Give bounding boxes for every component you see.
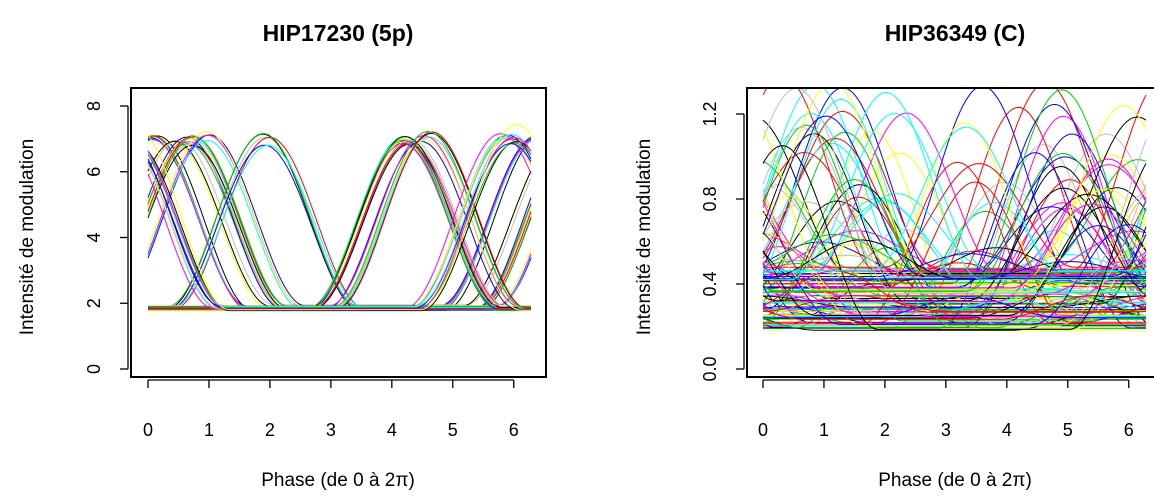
series-line bbox=[762, 188, 1147, 291]
y-tick-label: 0.0 bbox=[700, 356, 720, 381]
series-line bbox=[763, 296, 1146, 319]
x-tick-label: 3 bbox=[326, 420, 336, 440]
x-tick-label: 2 bbox=[265, 420, 275, 440]
series-line bbox=[762, 152, 1147, 292]
series-line bbox=[763, 91, 1146, 281]
series-line bbox=[762, 179, 1147, 326]
y-tick-label: 0.8 bbox=[700, 186, 720, 211]
series-line bbox=[762, 234, 1147, 327]
series-line bbox=[762, 294, 1147, 318]
chart-2-title: HIP36349 (C) bbox=[885, 20, 1026, 46]
series-line bbox=[762, 187, 1147, 302]
series-line bbox=[762, 203, 1147, 302]
x-tick-label: 1 bbox=[819, 420, 829, 440]
series-line bbox=[762, 110, 1147, 270]
chart-2-xlabel: Phase (de 0 à 2π) bbox=[878, 470, 1032, 491]
x-tick-label: 0 bbox=[143, 420, 153, 440]
series-line bbox=[762, 206, 1147, 316]
series-line bbox=[762, 133, 1147, 308]
chart-2-axes: 0 1 2 3 4 5 6 0.0 0.4 0.8 1.2 bbox=[700, 101, 1134, 440]
series-line bbox=[762, 115, 1147, 277]
chart-2-ylabel: Intensité de modulation bbox=[634, 139, 655, 335]
series-line bbox=[763, 163, 1146, 268]
x-tick-label: 4 bbox=[387, 420, 397, 440]
series-line bbox=[762, 295, 1147, 313]
series-line bbox=[762, 270, 1147, 313]
chart-panel-1: HIP17230 (5p) Intensité de modulation Ph… bbox=[17, 20, 547, 491]
chart-1-xlabel: Phase (de 0 à 2π) bbox=[261, 470, 415, 491]
series-line bbox=[147, 143, 532, 309]
x-tick-label: 4 bbox=[1002, 420, 1012, 440]
series-line bbox=[762, 261, 1147, 280]
series-line bbox=[148, 132, 531, 307]
series-line bbox=[762, 244, 1147, 286]
series-line bbox=[763, 287, 1146, 304]
series-line bbox=[147, 136, 532, 310]
series-line bbox=[763, 239, 1146, 279]
chart-2-series-group bbox=[762, 88, 1147, 331]
x-tick-label: 3 bbox=[941, 420, 951, 440]
series-line bbox=[762, 126, 1147, 294]
series-line bbox=[147, 142, 532, 309]
y-tick-label: 2 bbox=[84, 298, 104, 308]
series-line bbox=[147, 124, 532, 311]
x-tick-label: 0 bbox=[758, 420, 768, 440]
series-line bbox=[762, 295, 1147, 320]
y-tick-label: 8 bbox=[84, 101, 104, 111]
x-tick-label: 5 bbox=[1063, 420, 1073, 440]
y-tick-label: 0 bbox=[84, 364, 104, 374]
chart-1-ylabel: Intensité de modulation bbox=[17, 139, 38, 335]
series-line bbox=[763, 112, 1146, 275]
series-line bbox=[763, 161, 1146, 325]
y-tick-label: 1.2 bbox=[700, 101, 720, 126]
chart-1-title: HIP17230 (5p) bbox=[263, 20, 414, 46]
x-tick-label: 2 bbox=[880, 420, 890, 440]
series-line bbox=[762, 112, 1147, 293]
chart-2-plot-border bbox=[746, 87, 1154, 378]
series-line bbox=[763, 126, 1146, 272]
series-line bbox=[763, 300, 1146, 318]
x-tick-label: 6 bbox=[509, 420, 519, 440]
x-tick-label: 1 bbox=[204, 420, 214, 440]
chart-1-plot-border bbox=[130, 87, 547, 378]
x-tick-label: 6 bbox=[1124, 420, 1134, 440]
series-line bbox=[762, 246, 1147, 325]
series-line bbox=[148, 144, 531, 309]
series-line bbox=[762, 145, 1147, 330]
y-tick-label: 0.4 bbox=[700, 271, 720, 296]
chart-1-series-group bbox=[147, 124, 532, 312]
y-tick-label: 6 bbox=[84, 167, 104, 177]
series-line bbox=[762, 89, 1147, 292]
x-tick-label: 5 bbox=[448, 420, 458, 440]
series-line bbox=[762, 301, 1147, 329]
chart-1-axes: 0 1 2 3 4 5 6 0 2 4 6 8 bbox=[84, 101, 519, 440]
y-tick-label: 4 bbox=[84, 232, 104, 242]
series-line bbox=[762, 254, 1147, 283]
chart-panel-2: HIP36349 (C) Intensité de modulation Pha… bbox=[634, 20, 1154, 491]
series-line bbox=[148, 144, 531, 311]
